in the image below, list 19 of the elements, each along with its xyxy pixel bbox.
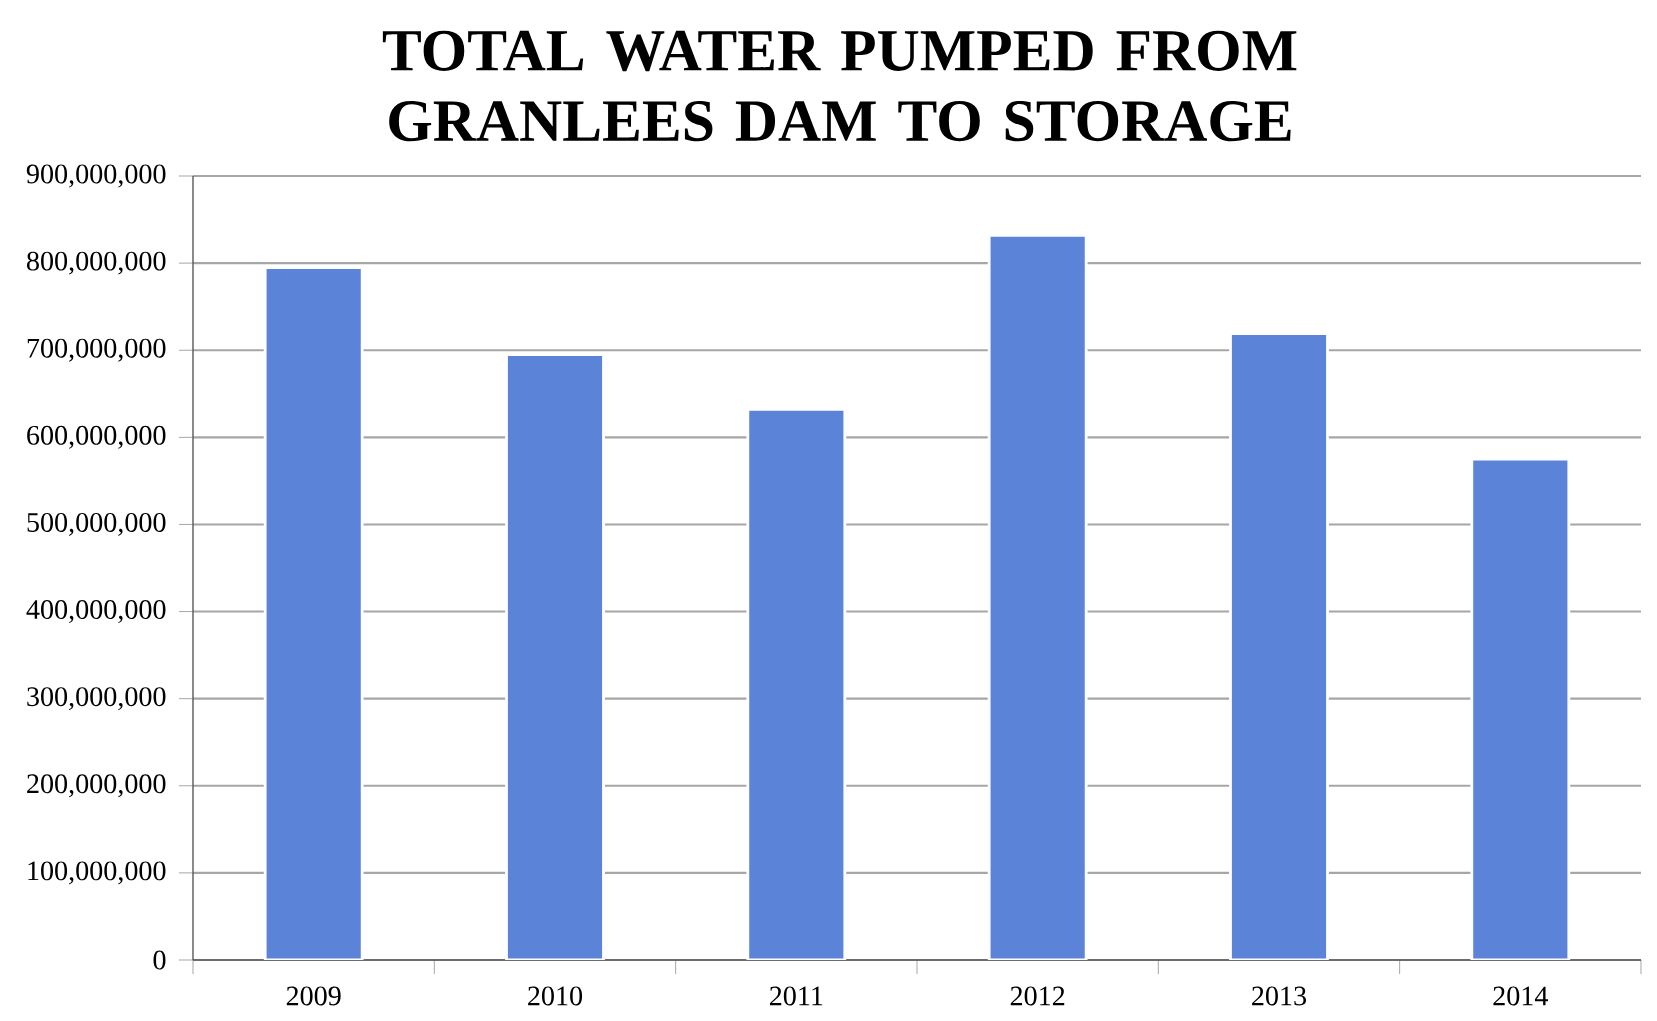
x-tick-label: 2014: [1493, 986, 1548, 1006]
y-tick-label: 0: [153, 950, 166, 970]
chart-title: TOTAL WATER PUMPED FROM GRANLEES DAM TO STORAGE: [382, 30, 1297, 142]
y-tick-label: 900,000,000: [26, 164, 166, 188]
y-tick-label: 600,000,000: [27, 425, 166, 449]
bar: [1229, 332, 1329, 960]
y-tick-label: 300,000,000: [27, 687, 166, 711]
y-tick-label: 800,000,000: [26, 251, 166, 275]
x-tick-label: 2011: [769, 986, 823, 1006]
x-tick-label: 2010: [528, 986, 583, 1006]
y-tick-label: 500,000,000: [27, 512, 166, 536]
y-tick-label: 700,000,000: [27, 338, 166, 362]
x-tick-label: 2013: [1252, 986, 1306, 1006]
y-tick-label: 100,000,000: [28, 861, 166, 885]
x-tick-label: 2012: [1010, 986, 1065, 1006]
y-tick-label: 400,000,000: [26, 600, 166, 624]
x-tick-label: 2009: [286, 986, 341, 1006]
bar: [505, 353, 605, 960]
y-tick-label: 200,000,000: [27, 774, 166, 798]
